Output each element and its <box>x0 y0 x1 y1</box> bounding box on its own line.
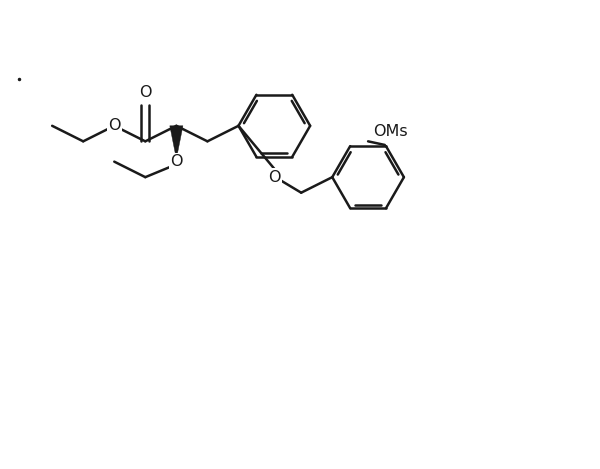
Text: O: O <box>139 84 152 99</box>
Text: OMs: OMs <box>373 124 407 139</box>
Text: O: O <box>108 118 121 133</box>
Text: O: O <box>170 154 182 169</box>
Polygon shape <box>170 126 183 158</box>
Text: O: O <box>268 170 281 185</box>
